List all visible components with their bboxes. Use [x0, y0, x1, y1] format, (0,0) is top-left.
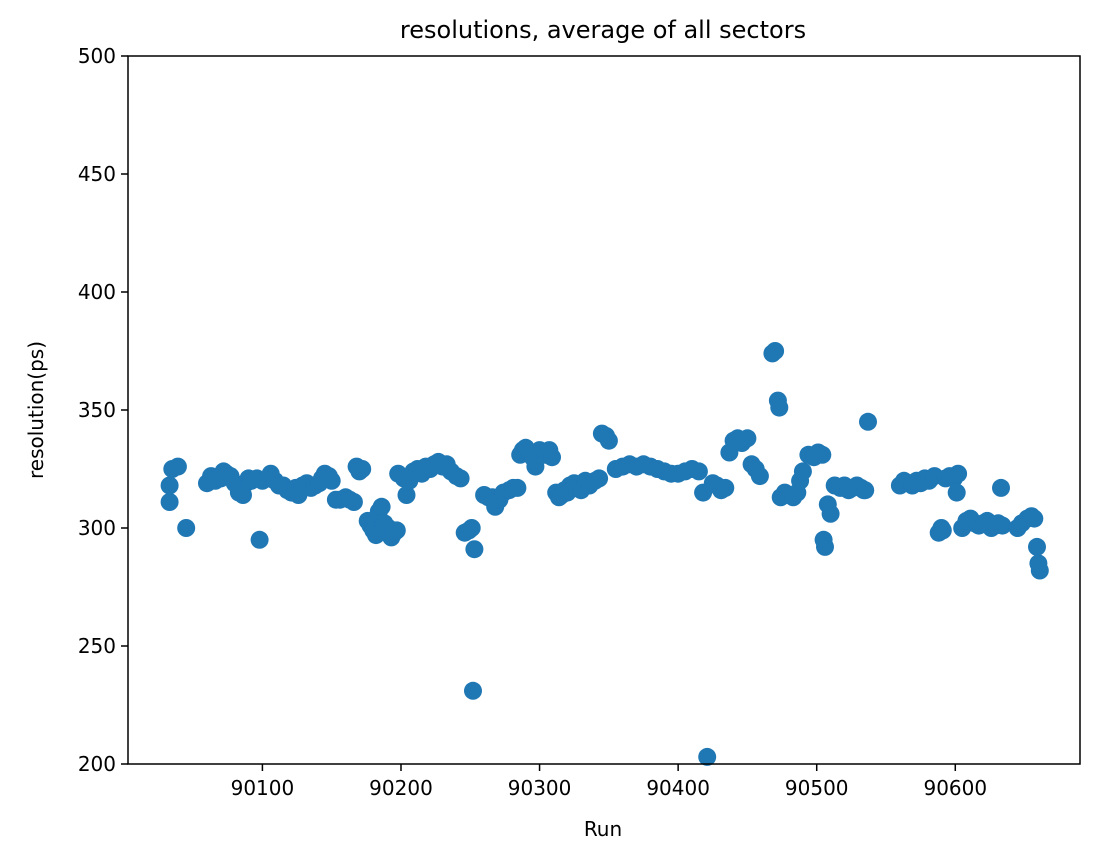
data-point: [770, 398, 789, 417]
data-point: [168, 457, 187, 476]
data-point: [160, 493, 179, 511]
x-tick-label: 90600: [923, 776, 987, 800]
x-tick-label: 90400: [646, 776, 710, 800]
y-axis-label: resolution(ps): [24, 341, 48, 479]
data-point: [250, 530, 269, 549]
data-point: [933, 521, 952, 540]
data-point: [451, 469, 470, 488]
data-point: [716, 478, 735, 497]
data-point: [947, 483, 966, 502]
data-point: [508, 478, 527, 497]
data-point: [993, 516, 1012, 535]
data-point: [738, 429, 757, 448]
y-tick-label: 500: [78, 44, 116, 68]
x-tick-label: 90200: [369, 776, 433, 800]
data-point: [590, 469, 609, 488]
data-points: [160, 342, 1049, 766]
data-point: [397, 486, 416, 504]
data-point: [750, 467, 769, 486]
y-tick-label: 200: [78, 752, 116, 776]
data-point: [1025, 509, 1044, 528]
chart-title: resolutions, average of all sectors: [400, 16, 806, 44]
y-tick-label: 250: [78, 634, 116, 658]
y-tick-label: 300: [78, 516, 116, 540]
data-point: [372, 497, 391, 516]
data-point: [344, 493, 363, 511]
data-point: [698, 747, 717, 766]
data-point: [1030, 561, 1049, 580]
data-point: [322, 471, 341, 490]
data-point: [856, 481, 875, 500]
data-point: [793, 462, 812, 481]
data-point: [816, 537, 834, 556]
data-point: [949, 464, 968, 483]
data-point: [599, 431, 618, 450]
data-point: [387, 521, 406, 540]
x-axis-label: Run: [584, 817, 622, 841]
y-tick-label: 350: [78, 398, 116, 422]
y-tick-label: 450: [78, 162, 116, 186]
y-axis-ticks: 200 250 300 350 400 450 500: [78, 44, 128, 776]
data-point: [813, 445, 832, 464]
data-point: [160, 476, 179, 495]
x-axis-ticks: 90100 90200 90300 90400 90500 90600: [231, 764, 987, 800]
data-point: [177, 519, 196, 537]
plot-frame: [127, 55, 1081, 765]
x-tick-label: 90100: [231, 776, 295, 800]
data-point: [766, 342, 785, 360]
data-point: [543, 448, 561, 467]
x-tick-label: 90300: [508, 776, 572, 800]
data-point: [462, 519, 481, 537]
data-point: [821, 504, 840, 523]
y-tick-label: 400: [78, 280, 116, 304]
x-tick-label: 90500: [785, 776, 849, 800]
data-point: [353, 460, 372, 478]
data-point: [1028, 537, 1046, 556]
data-point: [859, 412, 877, 431]
data-point: [464, 681, 482, 700]
data-point: [992, 478, 1010, 497]
data-point: [689, 462, 708, 481]
data-point: [465, 540, 484, 559]
